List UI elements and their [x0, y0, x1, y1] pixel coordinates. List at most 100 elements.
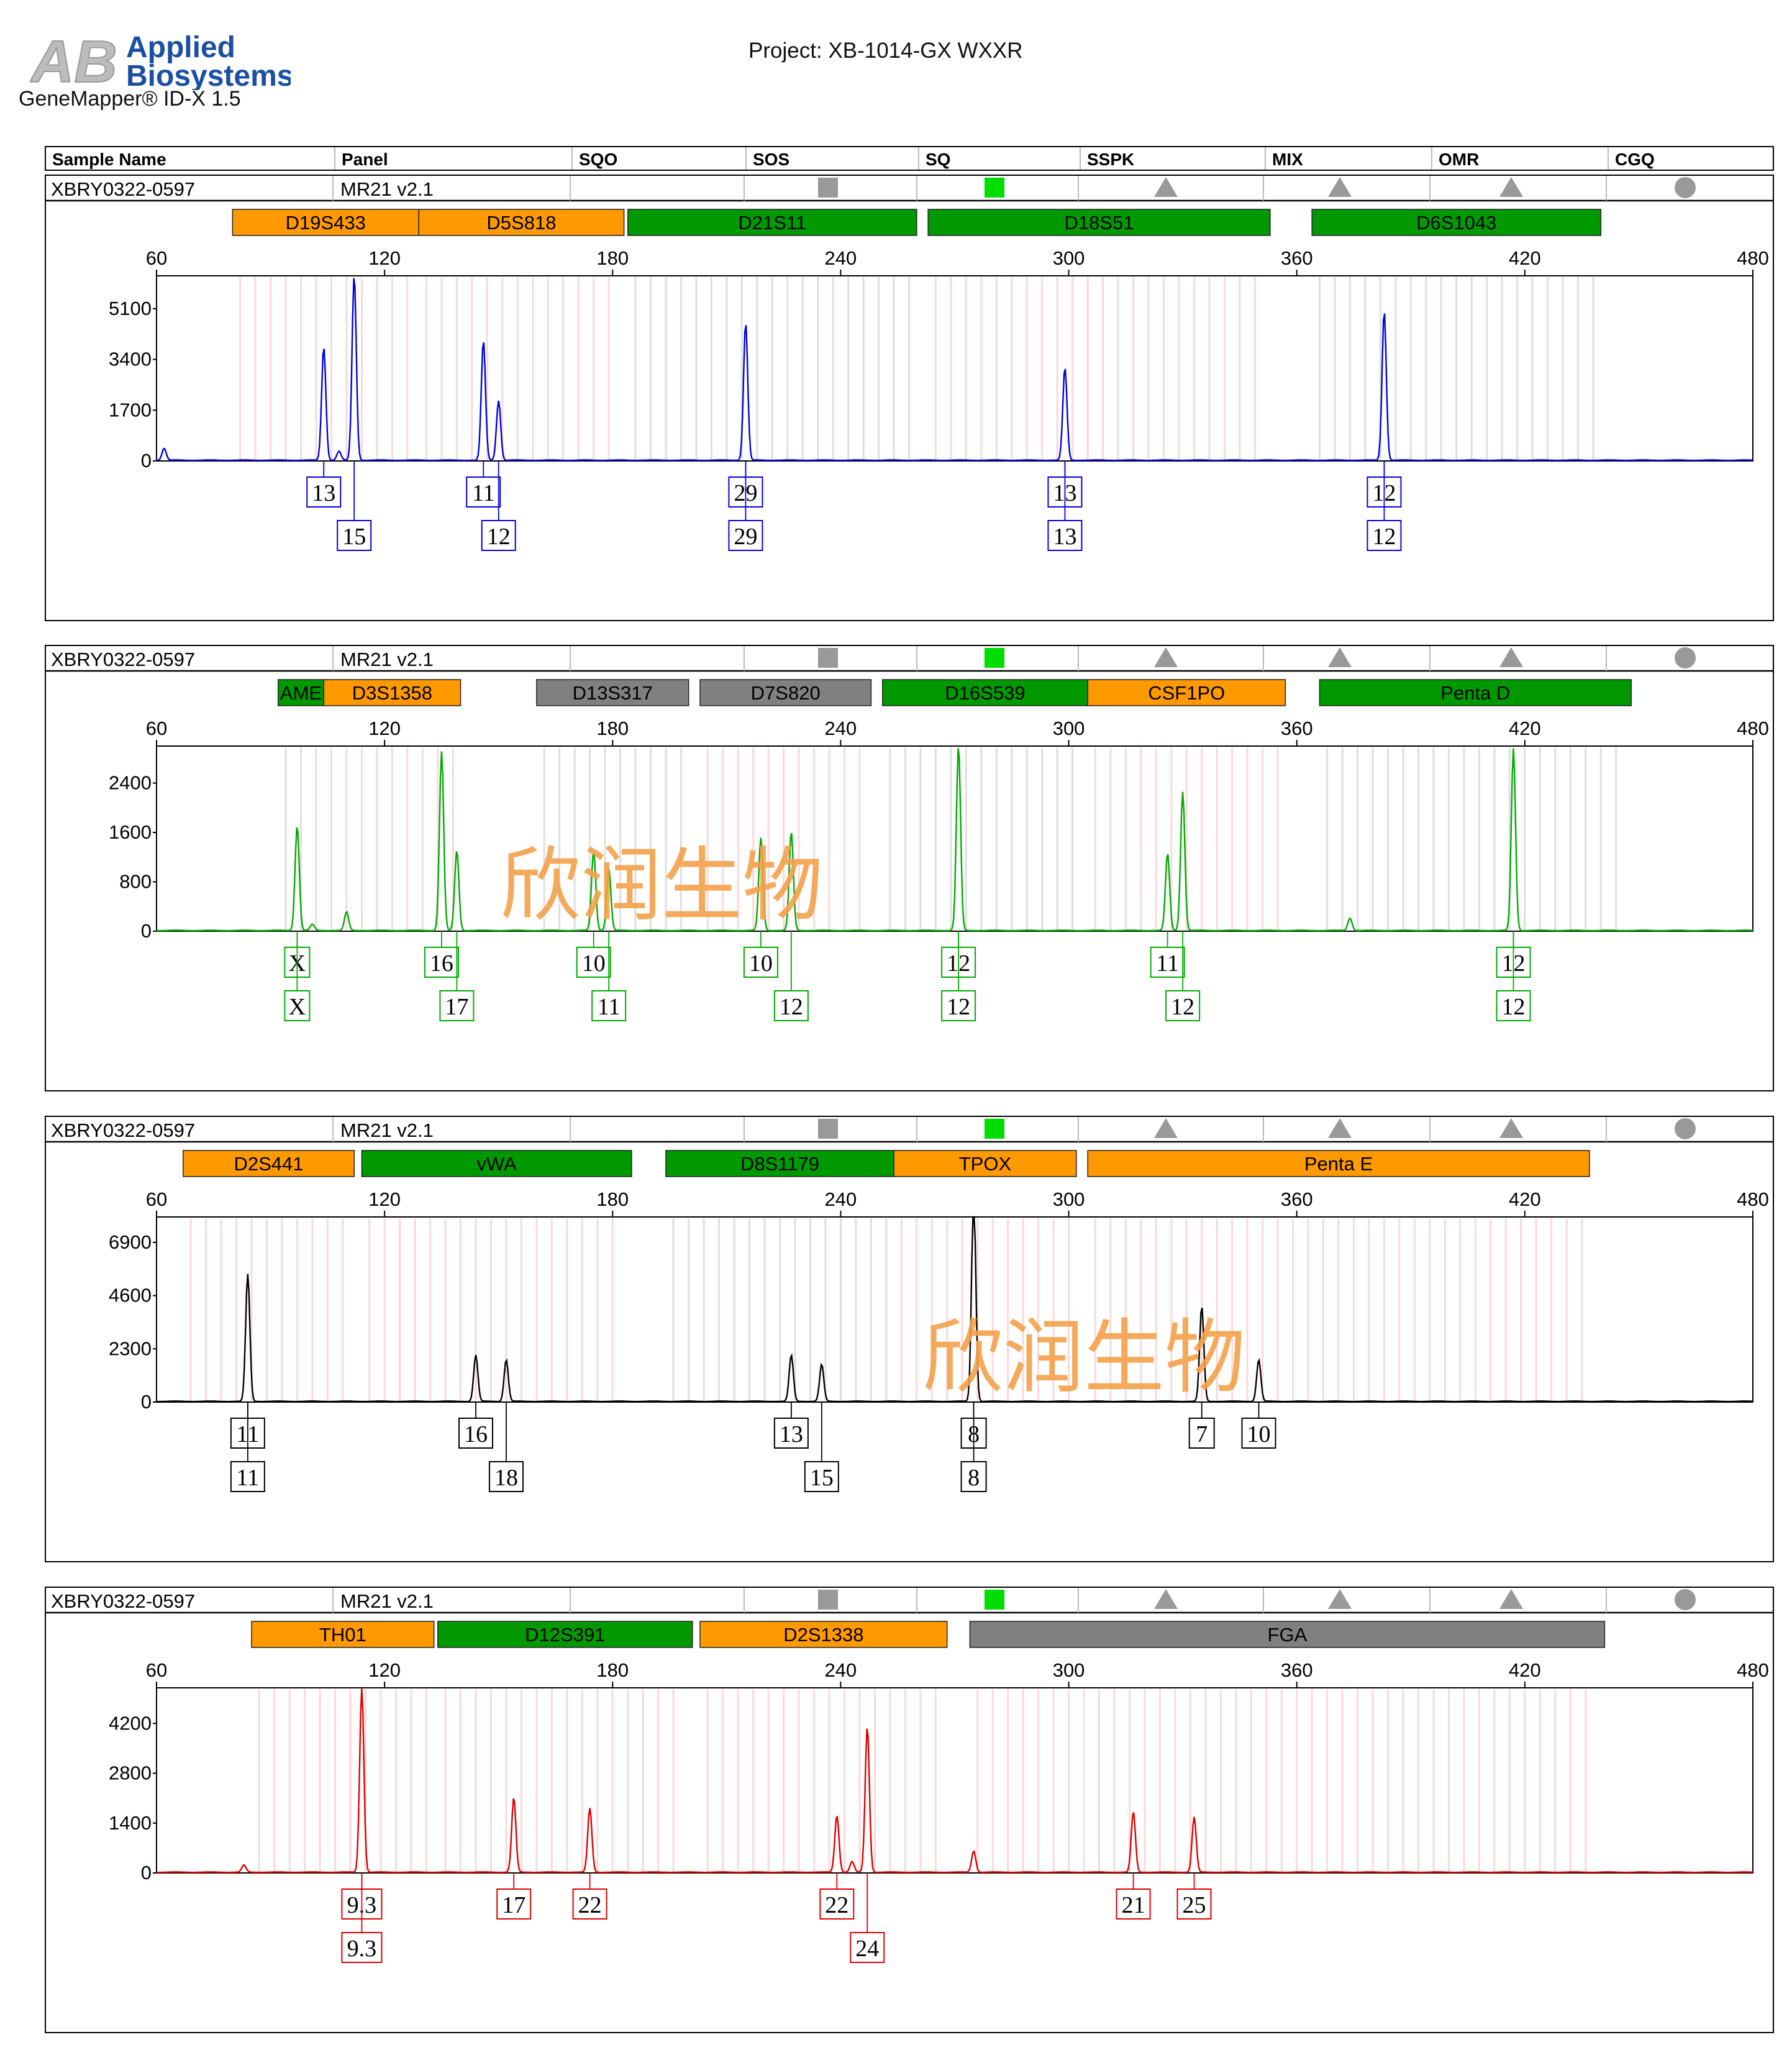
allele-call-box — [1116, 1888, 1151, 1920]
allele-call-box — [1496, 990, 1531, 1021]
sample-name: XBRY0322-0597 — [51, 649, 195, 670]
cgq-circle-icon — [1675, 177, 1696, 198]
sample-panel-2 — [45, 645, 1774, 1091]
allele-call-box — [439, 990, 475, 1021]
dye-panel-3: XBRY0322-0597 MR21 v2.1 D2S441 vWA D8S1179 TP… — [45, 1117, 1774, 1492]
allele-call-label: 11 — [598, 994, 621, 1020]
allele-call-box — [306, 476, 342, 508]
col-sos[interactable]: SOS — [753, 150, 790, 169]
sq-square-icon — [985, 178, 1004, 198]
allele-call-box — [1165, 990, 1201, 1021]
column-divider — [1608, 147, 1609, 170]
watermark-text: 欣润生物 — [922, 1310, 1245, 1405]
allele-call-box — [466, 476, 501, 508]
allele-call-box — [960, 1461, 987, 1492]
x-tick-label: 180 — [596, 1659, 629, 1681]
col-sq[interactable]: SQ — [926, 150, 951, 169]
allele-call-label: 16 — [464, 1421, 488, 1447]
allele-call-box — [1241, 1418, 1276, 1449]
svg-text:AB: AB — [30, 31, 117, 90]
y-tick-label: 1400 — [109, 1812, 152, 1834]
marker-bar — [1311, 209, 1601, 236]
x-tick-label: 240 — [825, 717, 857, 739]
allele-call-box — [1188, 1418, 1215, 1449]
x-tick-label: 480 — [1737, 247, 1769, 269]
y-tick-label: 2300 — [109, 1337, 152, 1359]
sos-square-icon — [818, 1119, 838, 1139]
col-sample-name[interactable]: Sample Name — [52, 150, 166, 169]
allele-call-label: 15 — [342, 524, 366, 550]
marker-bar — [278, 679, 324, 706]
marker-bar — [418, 209, 625, 236]
col-panel[interactable]: Panel — [342, 150, 388, 169]
allele-call-label: 10 — [582, 950, 606, 977]
allele-call-label: 8 — [968, 1465, 980, 1491]
marker-bar — [183, 1150, 355, 1177]
y-tick-label: 800 — [119, 871, 152, 893]
sos-square-icon — [818, 648, 838, 668]
marker-label: D19S433 — [286, 212, 366, 234]
allele-call-label: 13 — [780, 1421, 803, 1447]
sample-name: XBRY0322-0597 — [51, 178, 195, 200]
col-omr[interactable]: OMR — [1439, 150, 1480, 169]
allele-call-label: 11 — [1156, 950, 1179, 977]
allele-call-box — [496, 1888, 532, 1920]
allele-call-box — [1176, 1888, 1212, 1920]
allele-call-box — [458, 1418, 493, 1449]
marker-label: D7S820 — [751, 682, 821, 704]
marker-bar — [361, 1150, 632, 1177]
col-mix[interactable]: MIX — [1272, 150, 1303, 169]
allele-call-label: 17 — [445, 994, 468, 1020]
trace-line — [156, 748, 1753, 932]
ab-logo-mark-icon: AB — [29, 28, 118, 96]
x-tick-label: 360 — [1281, 1659, 1313, 1681]
applied-biosystems-logo: AB Applied Biosystems — [29, 28, 293, 96]
allele-call-label: 12 — [1502, 994, 1526, 1020]
allele-call-box — [819, 1888, 855, 1920]
sos-square-icon — [818, 178, 838, 198]
allele-call-box — [1047, 520, 1083, 551]
allele-call-label: 10 — [749, 950, 773, 977]
allele-call-label: 21 — [1122, 1892, 1145, 1918]
panel-name: MR21 v2.1 — [340, 1590, 434, 1612]
x-tick-label: 420 — [1509, 247, 1541, 269]
allele-call-label: 12 — [1372, 524, 1396, 550]
mix-triangle-icon — [1328, 1118, 1352, 1138]
allele-call-label: 9.3 — [347, 1936, 377, 1962]
marker-label: D16S539 — [945, 682, 1025, 704]
allele-call-box — [728, 520, 763, 551]
marker-label: D6S1043 — [1416, 212, 1496, 234]
cgq-circle-icon — [1675, 1118, 1696, 1139]
marker-label: D18S51 — [1065, 212, 1134, 234]
x-tick-label: 480 — [1737, 717, 1769, 739]
x-tick-label: 420 — [1509, 1188, 1541, 1210]
col-sqo[interactable]: SQO — [579, 150, 618, 169]
marker-label: CSF1PO — [1148, 682, 1225, 704]
dye-panel-4: XBRY0322-0597 MR21 v2.1 TH01 D12S391 D2S1338… — [45, 1588, 1774, 1963]
x-tick-label: 300 — [1053, 247, 1085, 269]
x-tick-label: 300 — [1053, 717, 1085, 739]
x-tick-label: 180 — [596, 247, 629, 269]
allele-call-box — [773, 990, 809, 1021]
sspk-triangle-icon — [1154, 177, 1178, 197]
allele-call-box — [591, 990, 627, 1021]
plot-frame — [156, 275, 1753, 462]
panel-name: MR21 v2.1 — [340, 178, 434, 200]
allele-call-label: 13 — [1053, 524, 1076, 550]
allele-call-box — [572, 1888, 607, 1920]
dye-panel-1: XBRY0322-0597 MR21 v2.1 D19S433 D5S818 D21S1… — [45, 176, 1774, 551]
sample-name: XBRY0322-0597 — [51, 1119, 195, 1141]
omr-triangle-icon — [1499, 1589, 1523, 1609]
y-tick-label: 0 — [141, 920, 152, 942]
marker-bar — [699, 679, 872, 706]
allele-call-box — [743, 947, 778, 978]
col-sspk[interactable]: SSPK — [1087, 150, 1135, 169]
allele-call-label: 18 — [494, 1465, 518, 1491]
col-cgq[interactable]: CGQ — [1615, 150, 1655, 169]
x-tick-label: 360 — [1281, 247, 1313, 269]
allele-call-box — [230, 1461, 265, 1492]
y-tick-label: 4600 — [109, 1285, 152, 1306]
x-tick-label: 420 — [1509, 717, 1541, 739]
marker-bar — [927, 209, 1271, 236]
